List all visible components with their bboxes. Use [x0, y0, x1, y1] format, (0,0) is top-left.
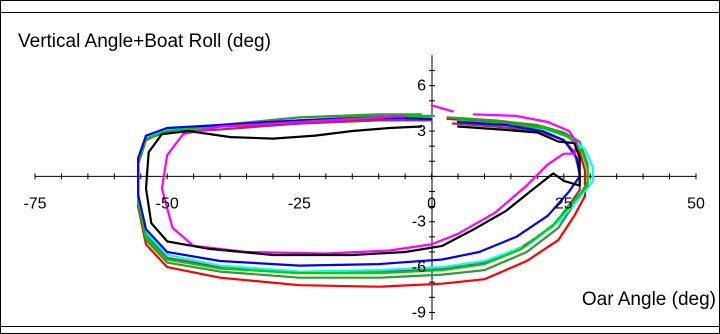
y-tick-label: -3 — [412, 214, 426, 231]
series-line-11 — [137, 116, 581, 267]
y-tick-label: 6 — [417, 78, 426, 95]
y-tick-label: -6 — [412, 259, 426, 276]
series-line-14 — [430, 104, 454, 113]
series-line-17 — [456, 125, 581, 187]
x-axis-title: Oar Angle (deg) — [582, 289, 716, 310]
series-line-12 — [456, 120, 581, 178]
x-tick-label: -25 — [288, 195, 311, 212]
y-tick-label: -9 — [412, 304, 426, 321]
y-tick-label: 3 — [417, 123, 426, 140]
x-tick-label: 50 — [687, 195, 705, 212]
x-tick-label: -50 — [156, 195, 179, 212]
x-tick-label: 0 — [427, 195, 436, 212]
series-line-16 — [144, 125, 581, 257]
series-line-10 — [456, 119, 589, 187]
x-tick-label: 25 — [555, 195, 573, 212]
x-tick-label: -75 — [23, 195, 46, 212]
series-line-2 — [446, 117, 587, 198]
y-axis-title: Vertical Angle+Boat Roll (deg) — [18, 31, 271, 52]
series-line-4 — [446, 116, 589, 184]
label-layer: -75 -50 -25 0 25 50 -9 -6 -3 3 6 Vertical Angle+Boa… — [18, 31, 716, 321]
series-line-15 — [472, 113, 579, 155]
series-layer — [137, 104, 595, 288]
